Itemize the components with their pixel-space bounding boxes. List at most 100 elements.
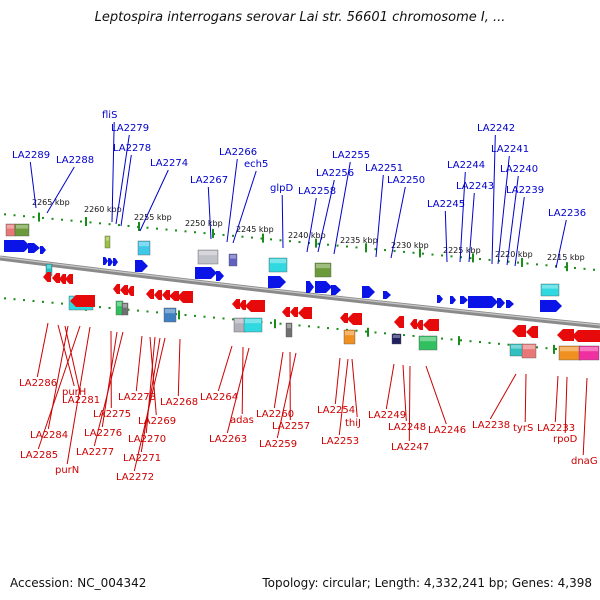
- reverse-gene-leader: [145, 336, 156, 434]
- forward-gene-label: LA2239: [506, 185, 544, 196]
- reverse-gene-leader: [226, 347, 250, 434]
- feature-box-sheen: [106, 237, 109, 241]
- upper-track-dot: [583, 267, 586, 270]
- lower-track-dot: [232, 318, 234, 321]
- upper-track-dot: [118, 224, 120, 227]
- reverse-gene-label: purN: [55, 465, 79, 476]
- upper-major-tick: [212, 228, 214, 238]
- lower-track-dot: [32, 299, 35, 302]
- chromosome-title: Leptospira interrogans serovar Lai str. …: [94, 10, 506, 25]
- upper-track-dot: [42, 216, 44, 219]
- feature-box-sheen: [16, 225, 28, 229]
- upper-track-dot: [545, 264, 548, 267]
- feature-box-sheen: [270, 259, 286, 264]
- reverse-gene-arrow: [340, 313, 348, 323]
- topology-text: Topology: circular; Length: 4,332,241 bp…: [262, 576, 592, 590]
- forward-gene-leader: [306, 197, 317, 253]
- upper-track-dot: [317, 242, 320, 245]
- reverse-gene-arrow: [52, 273, 60, 283]
- upper-major-tick: [365, 243, 367, 253]
- reverse-gene-label: LA2247: [391, 442, 429, 453]
- upper-track-dot: [184, 230, 187, 233]
- upper-major-tick: [472, 253, 474, 263]
- forward-gene-arrow: [540, 300, 562, 312]
- forward-gene-arrow: [315, 281, 332, 293]
- reverse-gene-label: rpoD: [553, 434, 578, 445]
- backbone-layer: [0, 255, 600, 329]
- forward-gene-label: LA2289: [12, 150, 50, 161]
- reverse-gene-leader: [524, 373, 527, 423]
- lower-track-dot: [365, 330, 367, 333]
- forward-gene-leader: [444, 210, 448, 263]
- upper-track-dot: [574, 266, 576, 269]
- forward-gene-arrow: [362, 286, 375, 298]
- lower-track-dot: [298, 324, 301, 327]
- reverse-gene-arrow: [113, 284, 120, 294]
- forward-gene-label: LA2256: [316, 168, 354, 179]
- lower-track-dot: [146, 310, 149, 313]
- lower-track-dot: [279, 322, 282, 325]
- forward-gene-label: LA2255: [332, 150, 370, 161]
- feature-box: [197, 249, 219, 265]
- lower-track-dot: [479, 341, 481, 344]
- reverse-gene-label: LA2260: [256, 409, 294, 420]
- reverse-gene-label: tyrS: [513, 423, 533, 434]
- lower-track-dot: [13, 298, 16, 301]
- forward-gene-label: LA2274: [150, 158, 188, 169]
- reverse-gene-label: thiJ: [345, 418, 361, 429]
- reverse-gene-arrow: [65, 274, 73, 284]
- lower-track-dot: [545, 347, 548, 350]
- upper-track-dot: [479, 258, 481, 261]
- reverse-gene-arrow: [512, 325, 526, 337]
- reverse-gene-leader: [177, 338, 181, 397]
- reverse-gene-label: purH: [62, 387, 86, 398]
- upper-track-dot: [403, 250, 405, 253]
- feature-box: [121, 302, 129, 316]
- forward-gene-arrow: [113, 258, 118, 266]
- upper-track-dot: [270, 238, 272, 241]
- lower-track-dot: [450, 338, 453, 341]
- forward-gene-label: LA2258: [298, 186, 336, 197]
- reverse-gene-label: adas: [230, 415, 254, 426]
- upper-track-dot: [4, 213, 6, 216]
- forward-gene-label: LA2251: [365, 163, 403, 174]
- reverse-gene-label: dnaG: [571, 456, 598, 467]
- forward-gene-arrow: [506, 300, 514, 308]
- feature-box-sheen: [523, 345, 535, 350]
- forward-gene-arrow: [383, 291, 391, 299]
- lower-track-dot: [469, 340, 472, 343]
- feature-box-sheen: [560, 347, 580, 352]
- lower-track-dot: [61, 302, 63, 305]
- forward-gene-leader: [226, 158, 238, 243]
- reverse-gene-arrow: [416, 320, 423, 330]
- lower-track-dot: [498, 342, 500, 345]
- upper-track-dot: [80, 220, 82, 223]
- upper-track-dot: [498, 259, 500, 262]
- reverse-gene-leader: [66, 326, 91, 465]
- lower-track-dot: [374, 331, 377, 334]
- reverse-gene-label: LA2264: [200, 392, 238, 403]
- upper-track-dot: [355, 246, 358, 249]
- upper-track-dot: [241, 235, 244, 238]
- lower-track-dot: [412, 334, 415, 337]
- forward-gene-leader: [555, 219, 567, 269]
- reverse-gene-label: LA2285: [20, 450, 58, 461]
- reverse-gene-label: LA2238: [472, 420, 510, 431]
- reverse-gene-leader: [37, 325, 81, 450]
- forward-gene-arrow: [460, 296, 468, 304]
- kbp-tick-label: 2265 kbp: [32, 198, 70, 207]
- feature-box: [391, 333, 402, 345]
- upper-track-dot: [460, 256, 462, 259]
- forward-gene-leader: [468, 192, 475, 263]
- kbp-tick-label: 2250 kbp: [185, 219, 223, 228]
- upper-track-dot: [450, 255, 453, 258]
- reverse-gene-label: LA2259: [259, 439, 297, 450]
- lower-track-dot: [42, 300, 44, 303]
- lower-track-dot: [222, 317, 225, 320]
- reverse-gene-label: LA2271: [123, 453, 161, 464]
- kbp-tick-label: 2255 kbp: [134, 213, 172, 222]
- reverse-gene-label: LA2269: [138, 416, 176, 427]
- reverse-gene-leader: [385, 363, 395, 410]
- reverse-gene-leader: [64, 325, 81, 395]
- gene-layer: [4, 240, 600, 342]
